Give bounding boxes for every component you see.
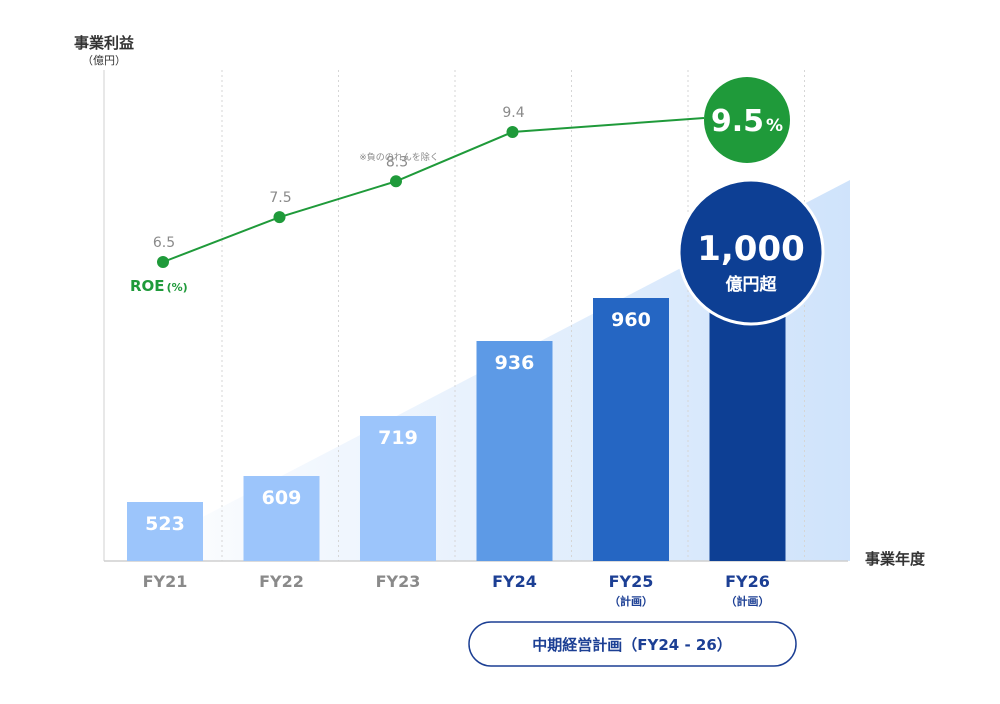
roe-point <box>390 175 402 188</box>
grid-lines <box>221 70 805 561</box>
target-roe-circle <box>704 77 790 163</box>
bar-fy24 <box>476 341 553 561</box>
roe-point <box>506 126 519 138</box>
bar-fy25 <box>593 298 669 561</box>
x-tick-label: FY21 <box>143 572 188 591</box>
roe-point <box>273 211 286 224</box>
target-profit-circle <box>677 178 825 326</box>
target-profit-value: 1,000 <box>697 229 805 269</box>
roe-value-label: 7.5 <box>269 190 291 206</box>
category-labels: FY21 FY22 FY23 FY24 FY25 （計画） FY26 （計画） <box>143 572 770 608</box>
roe-series-name: ROE <box>130 277 165 295</box>
roe-point <box>157 256 169 268</box>
x-tick-label: FY23 <box>376 572 421 591</box>
roe-value-label: 8.3 <box>386 154 408 170</box>
target-roe-unit: % <box>766 116 783 136</box>
roe-series-label: ROE (%) <box>130 277 188 295</box>
bar-value-label: 523 <box>145 513 185 535</box>
roe-line <box>162 117 705 263</box>
roe-value-label: 6.5 <box>153 235 175 251</box>
roe-note: ※負ののれんを除く <box>359 151 439 163</box>
x-tick-label: FY22 <box>259 572 304 591</box>
target-roe-label: 9.5% <box>711 104 783 139</box>
plan-box-label: 中期経営計画（FY24 - 26） <box>532 636 732 654</box>
bar-fy23 <box>360 416 436 561</box>
x-tick-note: （計画） <box>609 594 653 608</box>
x-tick-label: FY25 <box>609 572 654 591</box>
bars-group: 523 609 719 936 960 <box>127 298 786 561</box>
roe-value-label: 9.4 <box>502 105 524 121</box>
x-tick-note: （計画） <box>726 594 770 608</box>
bar-fy22 <box>243 476 320 561</box>
y-axis-unit: （億円） <box>82 54 126 67</box>
x-tick-label: FY26 <box>725 572 770 591</box>
target-profit-unit: 億円超 <box>726 274 778 295</box>
x-axis-title: 事業年度 <box>865 550 926 568</box>
bar-value-label: 960 <box>611 309 651 331</box>
bar-fy26 <box>709 300 786 561</box>
y-axis-title: 事業利益 <box>74 34 134 52</box>
roe-series-unit: (%) <box>167 281 188 294</box>
bar-value-label: 719 <box>378 427 418 449</box>
x-tick-label: FY24 <box>492 572 537 591</box>
target-roe-value: 9.5 <box>711 104 764 139</box>
bar-value-label: 936 <box>495 352 535 374</box>
roe-series: 6.5 7.5 8.3 9.4 <box>153 105 705 268</box>
bar-fy21 <box>127 502 203 561</box>
bar-value-label: 609 <box>262 487 302 509</box>
plan-box <box>468 621 797 667</box>
